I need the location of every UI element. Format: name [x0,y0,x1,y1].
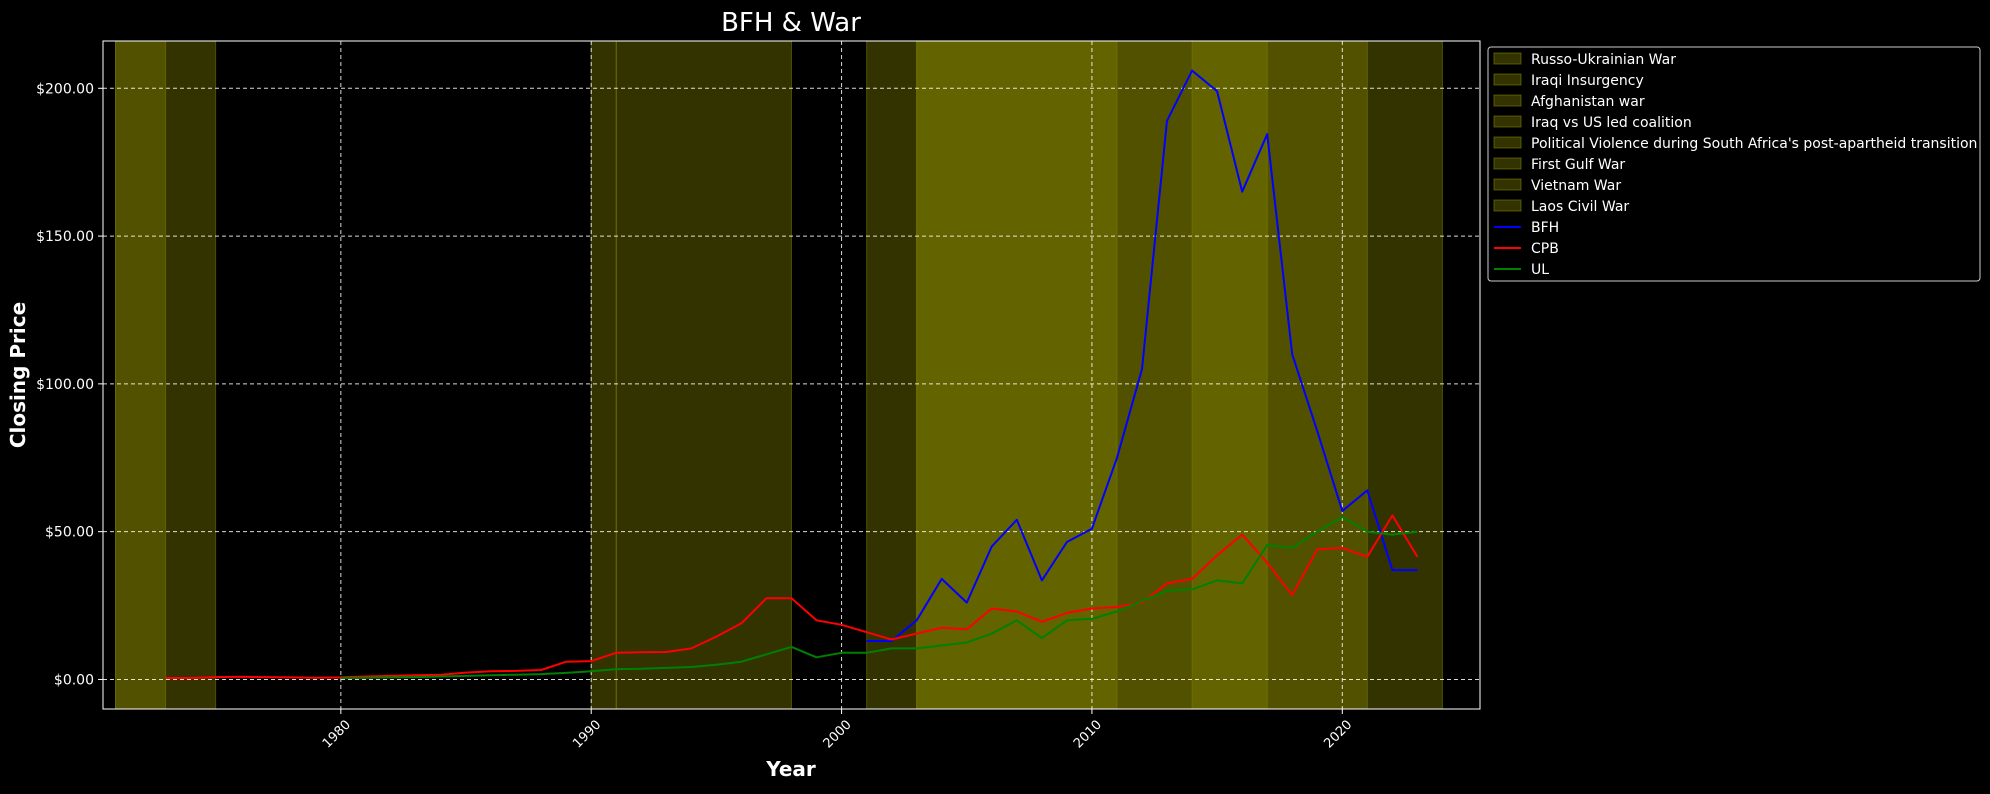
war-band [115,40,217,710]
legend-box [1487,46,1981,282]
legend-label: Vietnam War [1531,178,1621,194]
y-tick-label: $0.00 [54,672,94,688]
war-band [866,40,1368,710]
war-band [1191,40,1443,710]
legend-label: BFH [1531,220,1559,236]
chart-title: BFH & War [721,8,861,38]
legend-swatch [1493,73,1522,86]
legend-swatch [1493,94,1522,107]
series-line-ul [340,515,1418,679]
legend-label: UL [1531,262,1549,278]
y-axis-label: Closing Price [6,302,30,448]
legend-label: Laos Civil War [1531,199,1629,215]
war-band [615,40,793,710]
legend-label: Afghanistan war [1531,94,1645,110]
legend-label: Iraqi Insurgency [1531,73,1644,89]
legend-label: First Gulf War [1531,157,1625,173]
plot-frame [102,40,1481,710]
war-band [590,40,617,710]
grid-lines [103,41,1480,709]
legend-label: Political Violence during South Africa's… [1531,136,1977,152]
legend-swatch [1493,178,1522,191]
legend-swatch [1493,52,1522,65]
legend-label: Russo-Ukrainian War [1531,52,1676,68]
y-tick-label: $150.00 [36,229,94,245]
legend-swatch [1493,199,1522,212]
legend: Russo-Ukrainian War Iraqi Insurgency Afgha… [1487,46,1981,282]
war-band [115,40,167,710]
legend-swatch [1493,115,1522,128]
legend-label: Iraq vs US led coalition [1531,115,1692,131]
legend-swatch [1493,136,1522,149]
series-lines [165,69,1419,679]
series-line-bfh [866,69,1418,642]
series-line-cpb [165,514,1419,679]
y-tick-label: $100.00 [36,377,94,393]
legend-swatch [1493,157,1522,170]
y-tick-label: $200.00 [36,81,94,97]
y-axis-ticks: $0.00 $50.00 $100.00 $150.00 $200.00 [36,81,103,688]
x-axis-label: Year [765,757,816,781]
legend-label: CPB [1531,241,1559,257]
war-bands [115,40,1443,710]
y-tick-label: $50.00 [45,525,94,541]
